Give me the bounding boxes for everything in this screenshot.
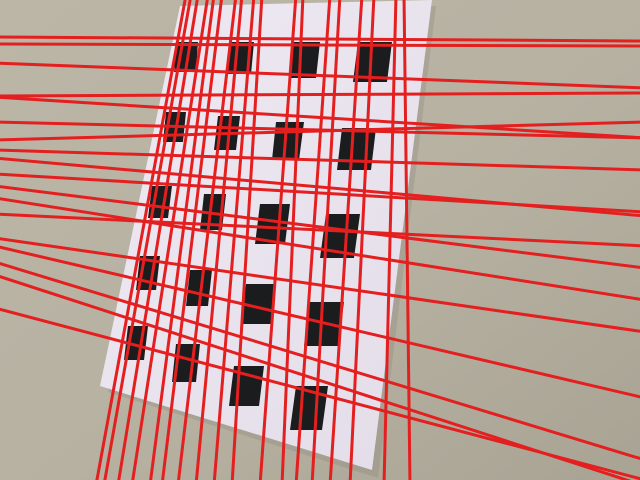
red-line-vertical <box>131 0 209 480</box>
red-line-vertical <box>149 0 215 480</box>
red-line-horizontal <box>0 61 640 90</box>
checker-square <box>290 42 320 78</box>
red-line-vertical <box>280 0 305 480</box>
red-line-horizontal <box>0 212 640 248</box>
red-line-vertical <box>402 0 412 480</box>
red-line-vertical <box>382 0 398 480</box>
red-line-vertical <box>230 0 264 480</box>
red-line-vertical <box>194 0 244 480</box>
red-line-horizontal <box>0 307 640 480</box>
red-line-horizontal <box>0 42 640 48</box>
red-line-vertical <box>117 0 199 480</box>
red-line-vertical <box>161 0 223 480</box>
checker-square <box>337 128 376 170</box>
red-line-horizontal <box>0 172 640 214</box>
checker-square <box>241 284 276 324</box>
red-line-vertical <box>177 0 237 480</box>
red-line-vertical <box>258 0 298 480</box>
red-line-horizontal <box>0 237 640 333</box>
red-line-vertical <box>103 0 192 480</box>
red-line-vertical <box>310 0 342 480</box>
red-line-vertical <box>348 0 376 480</box>
red-line-horizontal <box>0 185 640 269</box>
red-line-horizontal <box>0 35 640 43</box>
checker-square <box>353 42 392 82</box>
checker-square <box>320 214 360 258</box>
red-line-horizontal <box>0 91 640 98</box>
checker-square <box>186 270 212 306</box>
red-line-vertical <box>328 0 364 480</box>
red-line-vertical <box>95 0 187 480</box>
red-line-vertical <box>212 0 256 480</box>
red-line-vertical <box>294 0 332 480</box>
red-line-horizontal <box>0 197 640 301</box>
